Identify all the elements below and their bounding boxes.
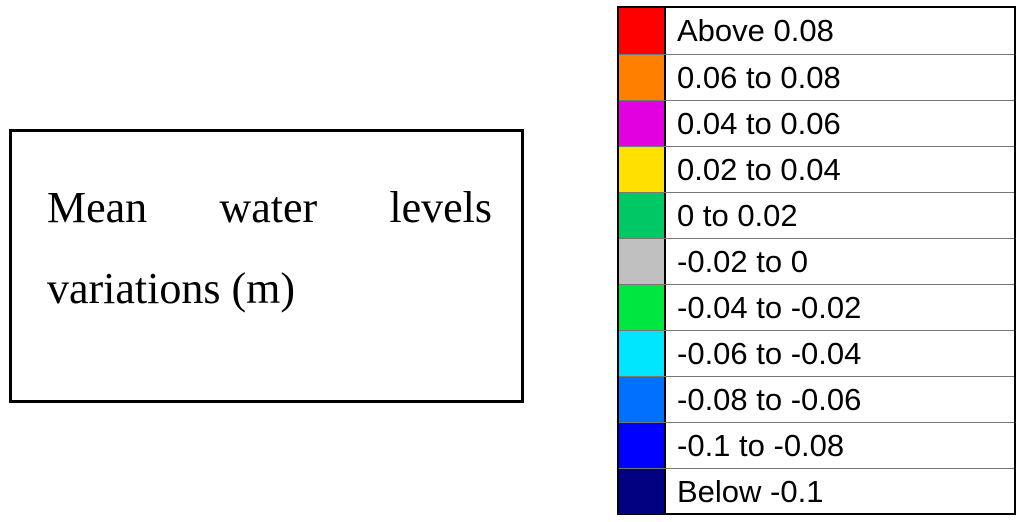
- legend-row: Above 0.08: [619, 8, 1014, 54]
- legend-swatch: [619, 147, 666, 192]
- legend-swatch: [619, 331, 666, 376]
- legend-row: 0.06 to 0.08: [619, 54, 1014, 100]
- legend-row: 0 to 0.02: [619, 192, 1014, 238]
- legend-swatch: [619, 469, 666, 514]
- legend-title: Mean water levels variations (m): [47, 183, 492, 313]
- legend-row: -0.04 to -0.02: [619, 284, 1014, 330]
- legend-label: -0.1 to -0.08: [677, 427, 845, 463]
- legend-label: -0.06 to -0.04: [677, 335, 862, 371]
- title-box: Mean water levels variations (m): [9, 129, 524, 403]
- legend-label: Below -0.1: [677, 473, 824, 509]
- legend-label: 0.02 to 0.04: [677, 151, 841, 187]
- legend-swatch: [619, 193, 666, 238]
- legend-row: -0.08 to -0.06: [619, 376, 1014, 422]
- legend-row: 0.04 to 0.06: [619, 100, 1014, 146]
- legend-swatch: [619, 8, 666, 54]
- legend-label: -0.02 to 0: [677, 243, 808, 279]
- legend-swatch: [619, 377, 666, 422]
- legend-label: 0.04 to 0.06: [677, 105, 841, 141]
- legend-swatch: [619, 239, 666, 284]
- legend-swatch: [619, 101, 666, 146]
- legend-row: -0.1 to -0.08: [619, 422, 1014, 468]
- legend-label: -0.04 to -0.02: [677, 289, 862, 325]
- legend-row: Below -0.1: [619, 468, 1014, 514]
- legend-swatch: [619, 285, 666, 330]
- legend-label: 0 to 0.02: [677, 197, 798, 233]
- legend-row: 0.02 to 0.04: [619, 146, 1014, 192]
- legend-label: 0.06 to 0.08: [677, 59, 841, 95]
- color-legend: Above 0.08 0.06 to 0.08 0.04 to 0.06 0.0…: [617, 6, 1016, 515]
- legend-row: -0.02 to 0: [619, 238, 1014, 284]
- legend-label: Above 0.08: [677, 13, 834, 48]
- legend-swatch: [619, 423, 666, 468]
- legend-swatch: [619, 55, 666, 100]
- legend-label: -0.08 to -0.06: [677, 381, 862, 417]
- legend-row: -0.06 to -0.04: [619, 330, 1014, 376]
